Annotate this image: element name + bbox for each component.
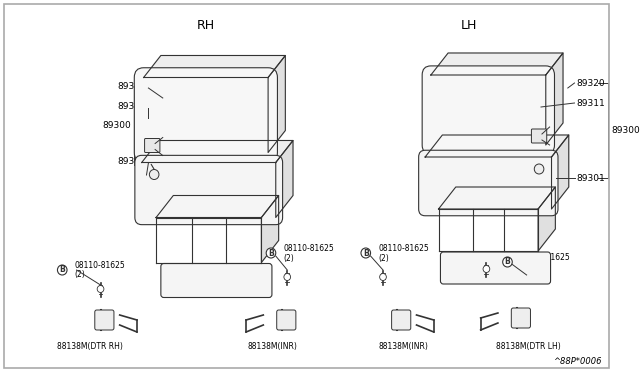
Polygon shape bbox=[276, 141, 293, 218]
FancyBboxPatch shape bbox=[161, 263, 272, 298]
Text: 08110-81625: 08110-81625 bbox=[520, 253, 571, 262]
Circle shape bbox=[266, 248, 276, 258]
Text: 88138M(DTR LH): 88138M(DTR LH) bbox=[496, 343, 561, 352]
Text: B: B bbox=[60, 266, 65, 275]
Text: 89320: 89320 bbox=[577, 78, 605, 87]
FancyBboxPatch shape bbox=[531, 129, 547, 143]
Text: 89301: 89301 bbox=[577, 173, 605, 183]
Text: 89311: 89311 bbox=[577, 99, 605, 108]
Text: 88138M(INR): 88138M(INR) bbox=[378, 343, 428, 352]
FancyBboxPatch shape bbox=[511, 308, 531, 328]
Circle shape bbox=[483, 266, 490, 273]
FancyBboxPatch shape bbox=[419, 150, 558, 216]
Text: 08110-81625: 08110-81625 bbox=[75, 260, 125, 269]
FancyBboxPatch shape bbox=[95, 310, 114, 330]
Text: 89311: 89311 bbox=[118, 102, 147, 110]
Text: LH: LH bbox=[461, 19, 477, 32]
FancyBboxPatch shape bbox=[145, 138, 160, 153]
Text: 88138M(DTR RH): 88138M(DTR RH) bbox=[58, 343, 124, 352]
Polygon shape bbox=[552, 135, 569, 209]
FancyBboxPatch shape bbox=[135, 155, 283, 225]
Polygon shape bbox=[143, 55, 285, 77]
FancyBboxPatch shape bbox=[134, 68, 277, 162]
Text: 89301: 89301 bbox=[118, 157, 147, 166]
Polygon shape bbox=[538, 187, 556, 251]
Circle shape bbox=[502, 257, 512, 267]
Text: 88138M(INR): 88138M(INR) bbox=[247, 343, 297, 352]
Polygon shape bbox=[425, 135, 569, 157]
FancyBboxPatch shape bbox=[422, 66, 554, 154]
Text: (2): (2) bbox=[284, 253, 294, 263]
Circle shape bbox=[58, 265, 67, 275]
Circle shape bbox=[380, 273, 387, 280]
Text: (2): (2) bbox=[520, 263, 531, 272]
Text: B: B bbox=[504, 257, 510, 266]
Circle shape bbox=[284, 273, 291, 280]
Polygon shape bbox=[546, 53, 563, 145]
FancyBboxPatch shape bbox=[276, 310, 296, 330]
Text: 08110-81625: 08110-81625 bbox=[378, 244, 429, 253]
Circle shape bbox=[361, 248, 371, 258]
Circle shape bbox=[97, 285, 104, 292]
Polygon shape bbox=[261, 196, 278, 263]
Text: (2): (2) bbox=[378, 253, 389, 263]
Text: ^88P*0006: ^88P*0006 bbox=[553, 357, 602, 366]
Polygon shape bbox=[438, 187, 556, 209]
Text: 08110-81625: 08110-81625 bbox=[284, 244, 334, 253]
Text: RH: RH bbox=[197, 19, 215, 32]
FancyBboxPatch shape bbox=[440, 252, 550, 284]
Text: 89300: 89300 bbox=[611, 125, 639, 135]
Polygon shape bbox=[431, 53, 563, 75]
Circle shape bbox=[534, 164, 544, 174]
Polygon shape bbox=[156, 196, 278, 218]
Text: B: B bbox=[268, 248, 274, 257]
Text: B: B bbox=[363, 248, 369, 257]
Text: 89320: 89320 bbox=[118, 81, 147, 90]
Polygon shape bbox=[141, 141, 293, 163]
Circle shape bbox=[149, 170, 159, 180]
Polygon shape bbox=[268, 55, 285, 153]
Text: (2): (2) bbox=[75, 270, 85, 279]
FancyBboxPatch shape bbox=[392, 310, 411, 330]
Text: 89300: 89300 bbox=[102, 121, 131, 129]
